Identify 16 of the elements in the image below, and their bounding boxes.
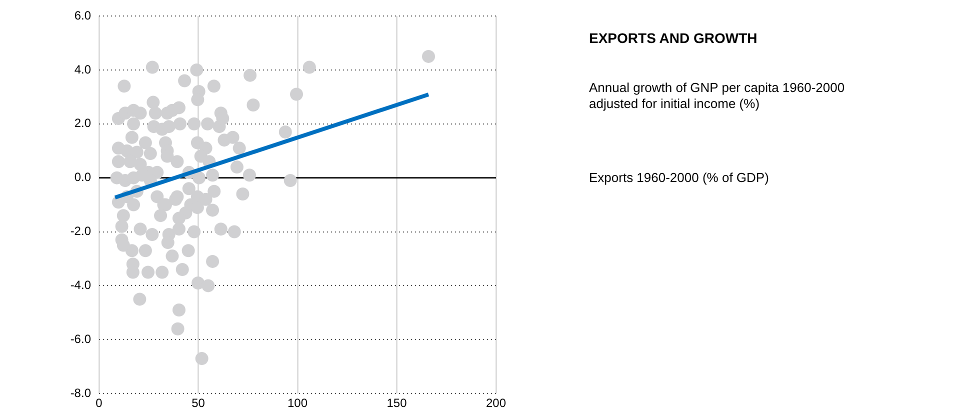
x-tick-label: 100	[287, 396, 308, 410]
y-tick-label: 2.0	[74, 116, 92, 130]
y-tick-label: -2.0	[70, 224, 92, 238]
text: Exports 1960-2000 (% of GDP)	[589, 170, 770, 185]
text: EXPORTS AND GROWTH	[589, 30, 758, 46]
y-tick-label: 6.0	[74, 8, 92, 22]
text: Annual growth of GNP per capita 1960-2000 adjusted for initial income (%)	[589, 80, 846, 112]
y-tick-label: -8.0	[70, 386, 92, 400]
y-tick-label: -6.0	[70, 332, 92, 346]
x-tick-label: 150	[386, 396, 408, 410]
y-tick-label: 4.0	[74, 62, 92, 76]
x-tick-label: 50	[192, 396, 206, 410]
y-tick-label: 0.0	[74, 170, 92, 184]
x-tick-label: 200	[486, 396, 506, 410]
y-tick-label: -4.0	[70, 278, 92, 292]
x-tick-label: 0	[96, 396, 103, 410]
